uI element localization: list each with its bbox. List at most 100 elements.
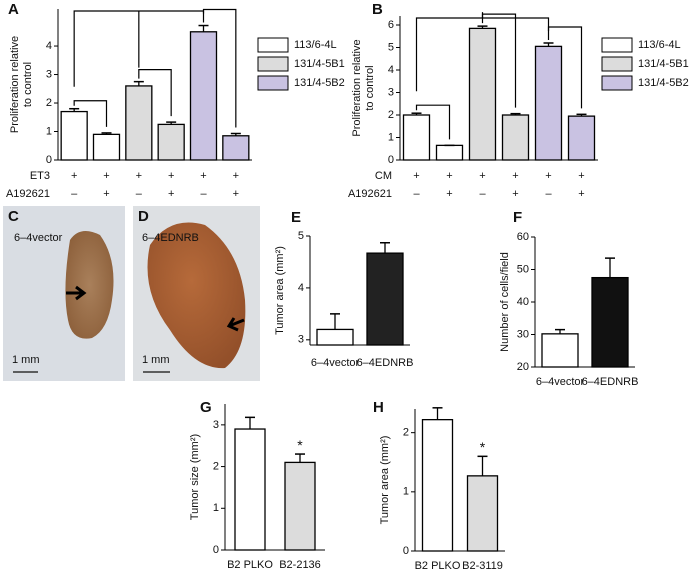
y-tick-label: 2 [46, 97, 52, 109]
scale-label: 1 mm [12, 354, 40, 366]
bar [189, 31, 218, 161]
y-tick-label: 50 [517, 263, 529, 275]
panel-label: D [138, 208, 149, 225]
bar [125, 85, 153, 161]
legend-label: 113/6-4L [294, 39, 337, 51]
y-tick-label: 4 [388, 64, 394, 76]
y-tick-label: 0 [403, 545, 409, 557]
row-mark: + [512, 170, 518, 182]
panel-label: B [372, 1, 383, 18]
row-mark: + [71, 170, 77, 182]
tumor [147, 222, 246, 369]
row-mark: + [136, 170, 142, 182]
scale-label: 1 mm [142, 354, 170, 366]
bar [157, 123, 185, 161]
row-mark: + [233, 170, 239, 182]
bracket [73, 100, 108, 127]
y-tick-label: 3 [46, 68, 52, 80]
bar [234, 428, 266, 551]
legend-swatch [257, 56, 289, 72]
x-tick-label: B2 PLKO [415, 560, 461, 572]
bracket [547, 26, 583, 109]
row-mark: + [200, 170, 206, 182]
row-mark: + [578, 170, 584, 182]
legend-swatch [257, 37, 289, 53]
y-tick-label: 6 [388, 19, 394, 31]
image-caption: 6–4EDNRB [142, 232, 199, 244]
bar [466, 475, 499, 552]
legend-label: 131/4-5B2 [638, 77, 689, 89]
row-mark: + [233, 188, 239, 200]
bracket [138, 69, 172, 117]
y-axis-label: Tumor area (mm²) [274, 246, 286, 335]
bar [60, 110, 88, 161]
y-tick-label: 20 [517, 361, 529, 373]
bar [501, 114, 530, 161]
bracket [202, 8, 237, 128]
annotation: * [297, 437, 303, 453]
bar [316, 328, 354, 346]
y-axis-label: Tumor area (mm²) [379, 436, 391, 525]
row-mark: + [512, 188, 518, 200]
bar [567, 115, 596, 161]
y-tick-label: 0 [213, 544, 219, 556]
legend-label: 131/4-5B1 [294, 58, 345, 70]
panel-label: E [291, 209, 301, 226]
bracket [481, 13, 517, 108]
annotation: * [480, 439, 486, 455]
y-tick-label: 30 [517, 328, 529, 340]
y-tick-label: 3 [298, 334, 304, 346]
y-tick-label: 1 [403, 486, 409, 498]
y-tick-label: 3 [388, 86, 394, 98]
y-tick-label: 1 [388, 131, 394, 143]
bar [591, 276, 629, 368]
legend-label: 131/4-5B2 [294, 77, 345, 89]
row-mark: + [168, 170, 174, 182]
row-label: A192621 [348, 188, 392, 200]
row-mark: + [479, 170, 485, 182]
row-label: ET3 [30, 170, 50, 182]
y-tick-label: 4 [46, 40, 52, 52]
y-tick-label: 1 [46, 125, 52, 137]
row-mark: – [136, 188, 143, 200]
bar [284, 461, 316, 551]
image-caption: 6–4vector [14, 232, 63, 244]
bar [541, 333, 579, 368]
row-mark: – [200, 188, 207, 200]
bar [366, 252, 404, 346]
y-tick-label: 3 [213, 419, 219, 431]
bar [435, 144, 464, 161]
y-tick-label: 60 [517, 231, 529, 243]
row-mark: – [413, 188, 420, 200]
y-tick-label: 5 [388, 41, 394, 53]
legend-swatch [601, 56, 633, 72]
row-mark: – [479, 188, 486, 200]
panel-label: F [513, 209, 522, 226]
x-tick-label: 6–4EDNRB [357, 357, 414, 369]
y-tick-label: 2 [213, 460, 219, 472]
bar [534, 45, 563, 161]
legend-swatch [601, 37, 633, 53]
row-mark: + [578, 188, 584, 200]
y-axis-label: Proliferation relative [351, 39, 363, 136]
legend-swatch [601, 75, 633, 91]
y-tick-label: 1 [213, 502, 219, 514]
legend-label: 113/6-4L [638, 39, 681, 51]
bar [92, 133, 121, 161]
y-tick-label: 0 [388, 154, 394, 166]
row-mark: + [446, 188, 452, 200]
x-tick-label: 6–4vector [311, 357, 360, 369]
y-axis-label: Proliferation relative [9, 36, 21, 133]
y-tick-label: 2 [388, 109, 394, 121]
bar [222, 135, 250, 161]
x-tick-label: 6–4EDNRB [582, 376, 639, 388]
y-axis-label: Number of cells/field [499, 252, 511, 352]
tumor [65, 231, 114, 339]
x-tick-label: 6–4vector [536, 376, 585, 388]
bracket [415, 104, 451, 140]
legend-swatch [257, 75, 289, 91]
bar [468, 27, 497, 161]
x-tick-label: B2-2136 [279, 559, 321, 571]
row-label: CM [375, 170, 392, 182]
